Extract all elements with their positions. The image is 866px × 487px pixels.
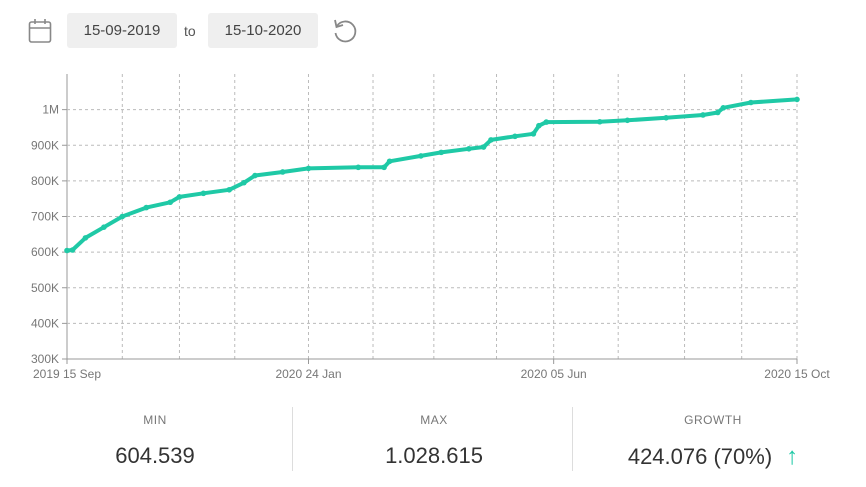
data-point [748, 99, 754, 106]
stat-max: MAX 1.028.615 [299, 405, 569, 475]
data-point [720, 105, 727, 111]
data-point [64, 247, 70, 254]
x-tick-label: 2020 15 Oct [764, 367, 830, 381]
data-point [794, 96, 800, 103]
stat-divider [572, 407, 573, 471]
x-tick-label: 2020 05 Jun [521, 367, 587, 381]
y-tick-label: 300K [31, 352, 59, 366]
data-point [438, 149, 445, 156]
data-point [543, 119, 550, 125]
data-point [714, 109, 721, 116]
y-tick-label: 900K [31, 138, 59, 152]
stat-growth: GROWTH 424.076 (70%) ↑ [578, 405, 848, 475]
data-point [241, 179, 247, 186]
stat-growth-value-row: 424.076 (70%) ↑ [578, 443, 848, 471]
data-point [69, 247, 76, 253]
data-point [624, 117, 631, 124]
to-date-input[interactable] [208, 13, 318, 48]
stat-min-value: 604.539 [115, 443, 195, 468]
data-point [700, 112, 706, 118]
date-range-toolbar: to [0, 0, 866, 62]
stat-max-label: MAX [420, 413, 448, 427]
data-point [200, 190, 207, 197]
data-point [512, 133, 518, 140]
line-chart: 300K 400K 500K 600K 700K 800K 900K 1M 2019 15 Se… [31, 74, 830, 381]
stats-panel: MIN 604.539 MAX 1.028.615 GROWTH 424.076… [20, 405, 850, 475]
stat-max-value: 1.028.615 [385, 443, 483, 468]
data-point [480, 144, 487, 150]
stat-min: MIN 604.539 [20, 405, 290, 475]
reset-icon[interactable] [331, 17, 359, 45]
stat-growth-value: 424.076 (70%) [627, 444, 773, 469]
x-tick-label: 2019 15 Sep [33, 367, 101, 381]
from-date-input[interactable] [67, 13, 177, 48]
data-point [466, 146, 472, 152]
calendar-icon[interactable] [28, 18, 52, 44]
y-tick-label: 500K [31, 281, 59, 295]
y-tick-label: 700K [31, 210, 59, 224]
data-point [596, 118, 603, 125]
stat-divider [292, 407, 293, 471]
x-tick-label: 2020 24 Jan [275, 367, 341, 381]
data-point [418, 153, 424, 159]
y-tick-label: 400K [31, 316, 59, 330]
data-point [226, 186, 233, 193]
stat-growth-label: GROWTH [684, 413, 742, 427]
growth-chart: 300K 400K 500K 600K 700K 800K 900K 1M 2019 15 Se… [0, 62, 866, 392]
data-point [252, 172, 258, 179]
data-point [119, 213, 126, 220]
arrow-up-icon: ↑ [786, 443, 799, 470]
to-label: to [184, 23, 196, 39]
data-point [143, 204, 150, 211]
y-tick-label: 800K [31, 174, 59, 188]
data-point [381, 164, 387, 171]
data-point [355, 164, 362, 171]
data-point [530, 131, 537, 137]
data-point [488, 137, 494, 143]
data-point [536, 122, 542, 129]
data-point [101, 224, 107, 230]
data-point [386, 158, 393, 165]
y-tick-label: 1M [42, 103, 59, 117]
data-point [82, 235, 89, 241]
series-line [65, 97, 799, 253]
data-point [167, 199, 174, 206]
stat-min-label: MIN [143, 413, 167, 427]
y-tick-label: 600K [31, 245, 59, 259]
data-point [305, 165, 312, 172]
data-point [176, 194, 183, 200]
data-point [279, 169, 286, 175]
data-point [663, 115, 669, 121]
